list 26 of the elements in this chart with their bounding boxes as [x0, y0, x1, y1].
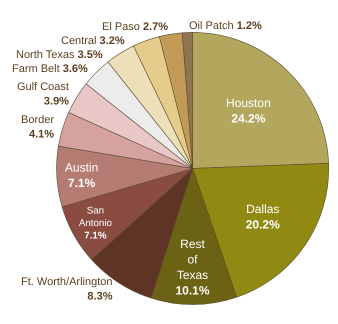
- slice-label: Central: [61, 35, 96, 47]
- data-label: 3.5%: [78, 49, 103, 61]
- slice-label: Houston: [226, 96, 271, 110]
- data-label: 24.2%: [231, 111, 266, 126]
- slice-label: Gulf Coast: [17, 81, 69, 93]
- slice-label: Rest of Texas: [176, 236, 208, 282]
- data-label: 1.2%: [236, 20, 262, 32]
- data-label: 7.1%: [68, 176, 96, 190]
- slice-label: Oil Patch: [189, 20, 234, 32]
- data-label: 2.7%: [142, 21, 168, 33]
- slice-label: Border: [21, 114, 54, 126]
- data-label: 7.1%: [84, 230, 107, 242]
- data-label: 3.2%: [100, 35, 125, 47]
- data-label: 4.1%: [28, 128, 54, 140]
- slice-label: El Paso: [102, 21, 140, 33]
- slice-label: San Antonio: [78, 205, 113, 230]
- slice-label: Ft. Worth/Arlington: [21, 276, 112, 288]
- data-label: 8.3%: [87, 290, 113, 302]
- slice-label: Dallas: [246, 202, 280, 216]
- slice-label: North Texas: [16, 49, 74, 61]
- data-label: 3.9%: [44, 95, 70, 108]
- data-label: 3.6%: [62, 63, 88, 75]
- slice-label: Farm Belt: [12, 63, 60, 75]
- slice-label: Austin: [64, 160, 98, 174]
- data-label: 20.2%: [246, 218, 280, 232]
- data-label: 10.1%: [175, 284, 210, 298]
